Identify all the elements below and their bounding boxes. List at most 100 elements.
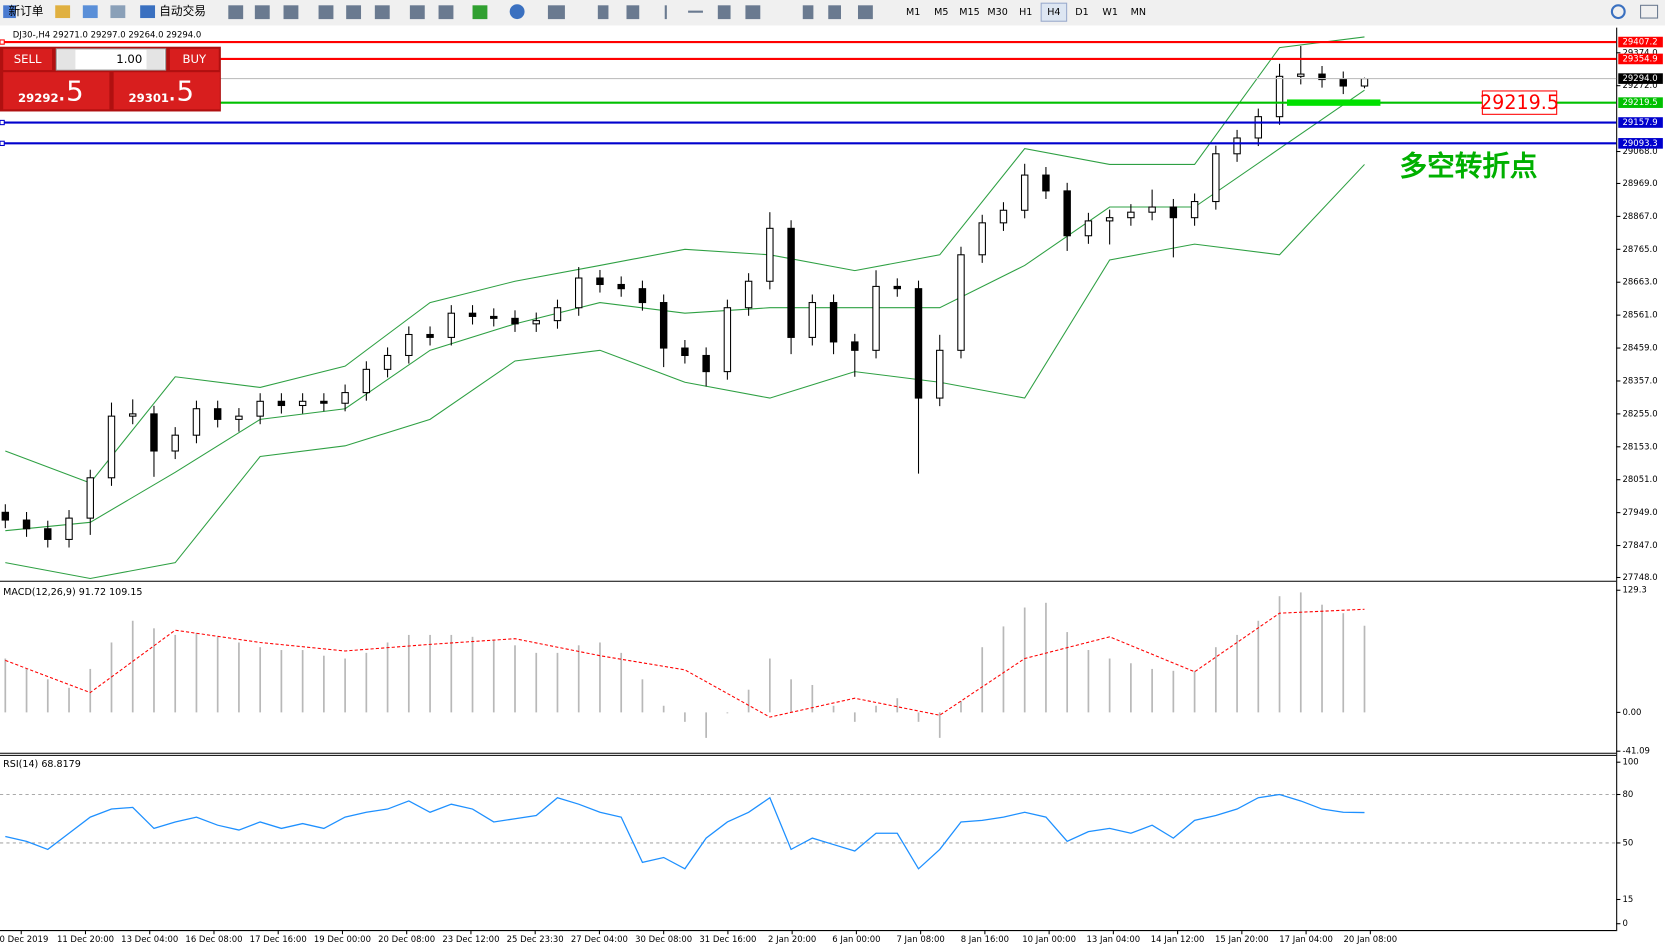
level-label: 29354.9: [1623, 54, 1658, 64]
auto-trading[interactable]: 自动交易: [159, 4, 206, 18]
y-tick-label: 28255.0: [1623, 409, 1658, 419]
lot-field[interactable]: [55, 48, 167, 71]
icon[interactable]: [802, 5, 814, 20]
icon[interactable]: [346, 5, 362, 20]
new-order-icon[interactable]: [3, 5, 16, 19]
icon[interactable]: [82, 5, 98, 19]
timeframes: M1 M5 M15 M30 H1 H4 D1 W1 MN: [906, 2, 1146, 22]
icon[interactable]: [472, 5, 488, 20]
macd-bar: [1278, 596, 1281, 713]
candle-body: [574, 277, 583, 309]
timeframe-button[interactable]: MN: [1131, 7, 1146, 18]
timeframe-button[interactable]: M5: [934, 7, 948, 18]
icon[interactable]: [626, 5, 640, 20]
icon[interactable]: [717, 5, 731, 20]
candle-body: [1105, 217, 1114, 222]
icon[interactable]: [828, 5, 841, 20]
sell-price-box[interactable]: [3, 72, 110, 110]
candle-body: [638, 288, 647, 304]
icon[interactable]: [438, 5, 454, 20]
macd-bar: [684, 712, 686, 722]
macd-bar: [386, 642, 389, 713]
macd-bar: [1214, 647, 1217, 713]
buy-button[interactable]: [169, 48, 219, 71]
icon[interactable]: [55, 5, 71, 19]
sell-label[interactable]: SELL: [14, 52, 42, 66]
candle-body: [65, 517, 73, 540]
bollinger-lower: [5, 164, 1365, 580]
timeframe-button[interactable]: M30: [987, 7, 1007, 18]
x-tick-label: 11 Dec 20:00: [57, 935, 114, 945]
macd-bar: [1108, 658, 1111, 713]
level-label: 29093.3: [1623, 139, 1658, 149]
macd-bar: [259, 647, 262, 713]
timeframe-button[interactable]: D1: [1075, 7, 1088, 18]
level-box: [1618, 97, 1663, 108]
chat[interactable]: [1640, 4, 1659, 19]
icon[interactable]: [509, 4, 525, 20]
buy-price-frac[interactable]: .5: [168, 74, 194, 107]
candle-body: [171, 434, 179, 452]
y-tick-label: 28153.0: [1623, 442, 1658, 452]
x-tick-label: 25 Dec 23:30: [507, 935, 564, 945]
search[interactable]: [1610, 4, 1626, 20]
candle-body: [1, 511, 10, 521]
timeframe-button[interactable]: W1: [1102, 7, 1118, 18]
y-tick-label: 50: [1623, 838, 1634, 848]
new-order[interactable]: 新订单: [8, 4, 43, 18]
macd-bar: [726, 712, 729, 714]
icon[interactable]: [283, 5, 299, 20]
timeframe-button[interactable]: M15: [959, 7, 979, 18]
sell-price[interactable]: 29292: [18, 91, 59, 105]
icon[interactable]: [597, 5, 609, 20]
icon[interactable]: [664, 5, 667, 20]
timeframe-active: [1040, 2, 1068, 22]
macd-bar: [46, 679, 49, 713]
x-tick-label: 16 Dec 08:00: [185, 935, 242, 945]
icon[interactable]: [110, 5, 126, 19]
icon[interactable]: [318, 5, 334, 20]
candle-body: [383, 354, 392, 370]
timeframe-button[interactable]: H4: [1047, 7, 1060, 18]
icon[interactable]: [857, 5, 873, 20]
timeframe-button[interactable]: M1: [906, 7, 920, 18]
candle-body: [1020, 174, 1029, 211]
lot-value[interactable]: 1.00: [116, 52, 142, 66]
candle-body: [1084, 220, 1093, 237]
level-label: 29407.2: [1623, 38, 1658, 48]
auto-trading-icon[interactable]: [140, 5, 156, 19]
macd-bar: [407, 634, 410, 713]
macd-bar: [89, 668, 92, 713]
lot-down[interactable]: [57, 49, 76, 70]
icon[interactable]: [409, 5, 425, 20]
icon[interactable]: [254, 5, 270, 20]
annotation-price: 29219.5: [1480, 91, 1559, 114]
icon[interactable]: [688, 10, 703, 13]
y-tick-label: 0: [1623, 919, 1628, 929]
macd-bar: [577, 645, 580, 713]
x-tick-label: 20 Jan 08:00: [1343, 935, 1397, 945]
sell-button[interactable]: [3, 48, 53, 71]
macd-bar: [641, 679, 644, 713]
sell-price-frac[interactable]: .5: [57, 74, 83, 107]
icon[interactable]: [745, 5, 761, 20]
macd-bar: [1130, 663, 1132, 713]
y-tick-label: -41.09: [1623, 747, 1650, 757]
y-tick-label: 15: [1623, 895, 1634, 905]
candle-body: [298, 400, 307, 407]
icon[interactable]: [374, 5, 390, 20]
buy-label[interactable]: BUY: [182, 52, 207, 66]
timeframe-button[interactable]: H1: [1019, 7, 1032, 18]
buy-price-box[interactable]: [113, 72, 220, 110]
candle-body: [511, 317, 519, 325]
candle-body: [999, 209, 1008, 224]
macd-bar: [1236, 634, 1238, 713]
candle-body: [1127, 211, 1135, 219]
macd-bar: [769, 658, 771, 713]
icon[interactable]: [228, 5, 244, 20]
level-box: [1618, 117, 1663, 128]
icon[interactable]: [547, 5, 565, 20]
lot-up[interactable]: [146, 49, 165, 70]
buy-price[interactable]: 29301: [128, 91, 169, 105]
